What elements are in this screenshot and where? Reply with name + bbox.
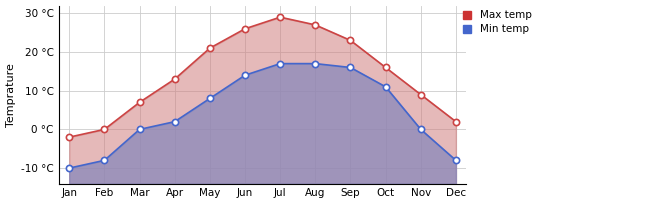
Y-axis label: Temprature: Temprature	[5, 63, 16, 126]
Legend: Max temp, Min temp: Max temp, Min temp	[460, 7, 535, 38]
